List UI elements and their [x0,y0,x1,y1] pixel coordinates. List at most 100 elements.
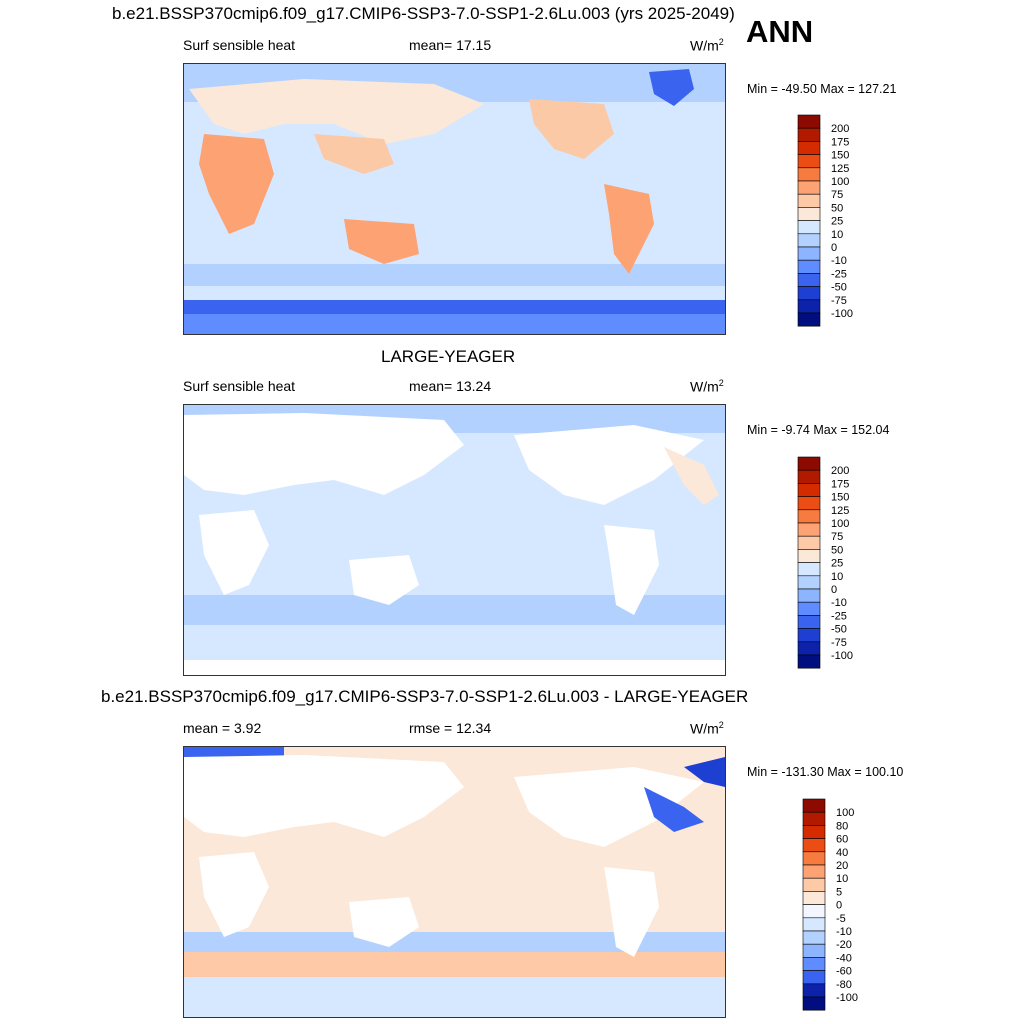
colorbar-tick-label: 100 [836,807,854,819]
colorbar-tick-label: 40 [836,847,848,859]
season-label: ANN [746,14,814,49]
panel1-variable-label: Surf sensible heat [183,37,296,53]
colorbar-tick-label: -100 [836,992,858,1004]
panel3-minmax: Min = -131.30 Max = 100.10 [747,765,904,779]
colorbar-swatch [797,549,821,563]
colorbar-tick-label: 100 [831,176,849,188]
colorbar-tick-label: 50 [831,544,843,556]
colorbar-tick-label: -25 [831,610,847,622]
colorbar-tick-label: -50 [831,624,847,636]
panel2-colorbar: 200 175 150 125 100 75 50 25 10 0 -10 -25 -50 -75 -100 [797,456,867,677]
colorbar-swatch [797,286,821,301]
colorbar-swatch [797,167,821,182]
colorbar-swatch [802,943,826,958]
colorbar-tick-label: 10 [836,873,848,885]
colorbar-swatch [797,141,821,155]
colorbar-tick-label: -10 [831,255,847,267]
colorbar-tick-label: 175 [831,136,849,148]
colorbar-swatch [802,864,826,879]
panel2-variable-label: Surf sensible heat [183,378,296,394]
colorbar-swatch [797,299,821,314]
colorbar-tick-label: 0 [831,584,837,596]
panel3-rmse-label: rmse = 12.34 [409,720,492,736]
panel3-colorbar: 100 80 60 40 20 10 5 0 -5 -10 -20 -40 -60 -80 -100 [802,798,872,1019]
colorbar-swatch [797,180,821,195]
colorbar-tick-label: -5 [836,913,846,925]
colorbar-swatch [797,522,821,537]
colorbar-swatch [797,615,821,629]
colorbar-swatch [797,562,821,577]
colorbar-swatch [802,996,826,1011]
colorbar-swatch [797,220,821,235]
colorbar-swatch [797,628,821,643]
colorbar-swatch [797,193,821,208]
colorbar-swatch [802,798,826,813]
colorbar-tick-label: -100 [831,308,853,320]
colorbar-tick-label: 200 [831,465,849,477]
colorbar-swatch [797,509,821,524]
colorbar-swatch [797,641,821,656]
colorbar-tick-label: -75 [831,295,847,307]
panel3-title: b.e21.BSSP370cmip6.f09_g17.CMIP6-SSP3-7.… [101,687,749,706]
panel2-units: W/m2 [690,378,724,395]
colorbar-tick-label: -50 [831,282,847,294]
colorbar-tick-label: 125 [831,505,849,517]
colorbar-swatch [797,575,821,590]
colorbar-tick-label: 125 [831,163,849,175]
panel2-map [183,404,726,676]
panel1-title: b.e21.BSSP370cmip6.f09_g17.CMIP6-SSP3-7.… [112,4,735,23]
colorbar-swatch [797,483,821,497]
colorbar-tick-label: 10 [831,571,843,583]
colorbar-swatch [797,535,821,550]
colorbar-tick-label: 10 [831,229,843,241]
colorbar-tick-label: 20 [836,860,848,872]
panel1-units: W/m2 [690,37,724,54]
colorbar-tick-label: 5 [836,886,842,898]
colorbar-swatch [802,930,826,945]
colorbar-tick-label: 100 [831,518,849,530]
colorbar-swatch [797,456,821,471]
colorbar-swatch [797,496,821,511]
colorbar-swatch [797,588,821,603]
colorbar-swatch [797,273,821,287]
colorbar-tick-label: 0 [836,900,842,912]
colorbar-swatch [802,983,826,998]
colorbar-tick-label: -25 [831,268,847,280]
colorbar-swatch [802,957,826,971]
colorbar-tick-label: 150 [831,492,849,504]
colorbar-tick-label: 150 [831,150,849,162]
colorbar-tick-label: 80 [836,820,848,832]
panel1-map [183,63,726,335]
colorbar-tick-label: 60 [836,834,848,846]
colorbar-swatch [797,259,821,274]
colorbar-swatch [797,127,821,142]
panel2-mean-label: mean= 13.24 [409,378,492,394]
colorbar-tick-label: -10 [831,597,847,609]
colorbar-swatch [797,246,821,261]
colorbar-swatch [802,825,826,839]
colorbar-swatch [797,233,821,248]
colorbar-swatch [797,312,821,327]
colorbar-swatch [797,154,821,169]
panel2-minmax: Min = -9.74 Max = 152.04 [747,423,890,437]
colorbar-tick-label: 50 [831,202,843,214]
colorbar-swatch [797,654,821,669]
colorbar-swatch [802,851,826,866]
colorbar-swatch [802,838,826,853]
colorbar-tick-label: 175 [831,478,849,490]
colorbar-tick-label: 0 [831,242,837,254]
panel3-mean-label: mean = 3.92 [183,720,262,736]
colorbar-swatch [797,114,821,129]
colorbar-tick-label: -80 [836,979,852,991]
colorbar-tick-label: 75 [831,531,843,543]
colorbar-tick-label: -10 [836,926,852,938]
colorbar-tick-label: 200 [831,123,849,135]
colorbar-swatch [802,891,826,905]
colorbar-swatch [802,811,826,826]
colorbar-swatch [802,917,826,932]
panel1-mean-label: mean= 17.15 [409,37,492,53]
panel1-colorbar: 200 175 150 125 100 75 50 25 10 0 -10 -25 -50 -75 -100 [797,114,867,335]
colorbar-tick-label: 75 [831,189,843,201]
colorbar-tick-label: -20 [836,939,852,951]
colorbar-swatch [802,877,826,892]
